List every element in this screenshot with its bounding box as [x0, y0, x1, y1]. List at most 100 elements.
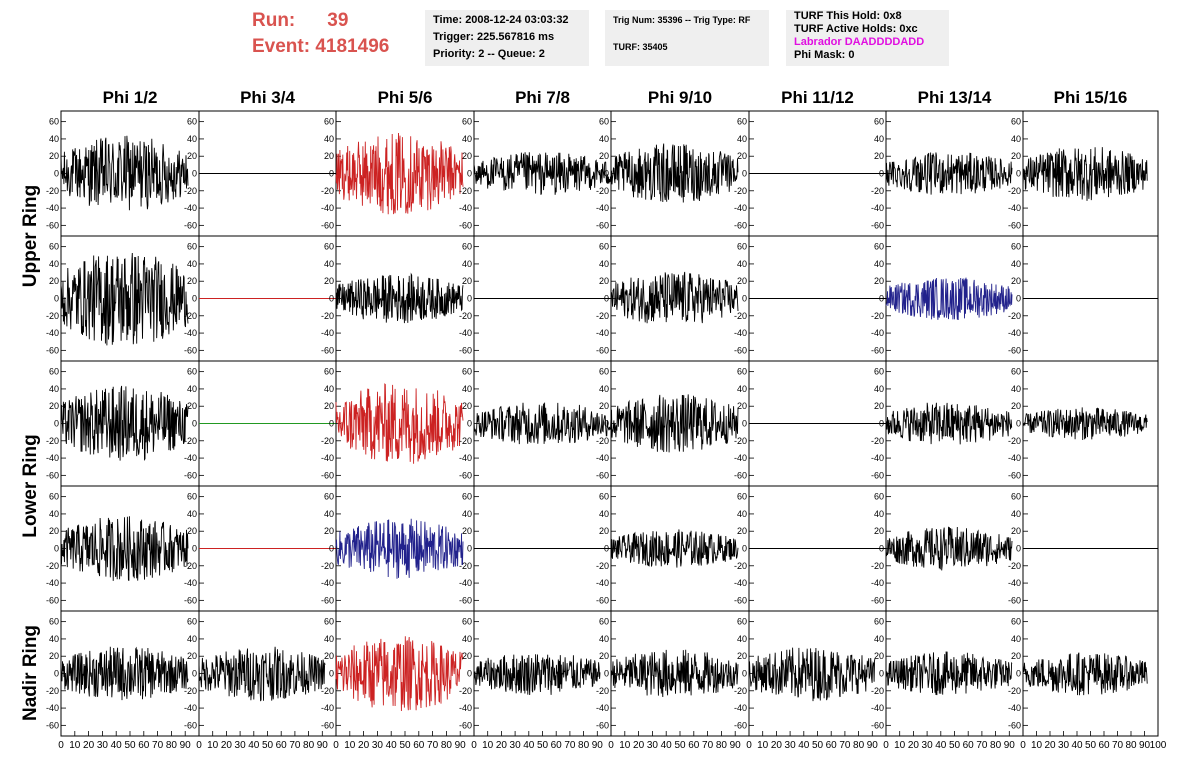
- y-tick-label: -40: [871, 578, 884, 588]
- y-tick-label: -40: [321, 328, 334, 338]
- y-tick-label: -20: [46, 686, 59, 696]
- x-tick-label: 80: [578, 740, 590, 751]
- y-tick-label: -40: [734, 328, 747, 338]
- y-tick-label: 40: [1011, 259, 1021, 269]
- y-tick-label: 20: [49, 151, 59, 161]
- y-tick-label: 60: [49, 617, 59, 627]
- x-tick-label: 70: [702, 740, 714, 751]
- y-tick-label: 0: [467, 294, 472, 304]
- y-tick-label: 20: [874, 151, 884, 161]
- run-value: 39: [327, 10, 349, 31]
- x-tick-label: 90: [867, 740, 879, 751]
- y-tick-label: 20: [324, 651, 334, 661]
- y-tick-label: 20: [1011, 651, 1021, 661]
- y-tick-label: 0: [742, 294, 747, 304]
- x-tick-label: 30: [1058, 740, 1070, 751]
- y-tick-label: 0: [467, 419, 472, 429]
- y-tick-label: 40: [324, 134, 334, 144]
- y-tick-label: -40: [1008, 328, 1021, 338]
- row-label: Nadir Ring: [20, 625, 41, 721]
- run-event-block: Run: 39 Event: 4181496: [252, 8, 389, 60]
- x-tick-label: 40: [935, 740, 947, 751]
- y-tick-label: -40: [1008, 578, 1021, 588]
- y-tick-label: 40: [462, 634, 472, 644]
- x-tick-label: 60: [551, 740, 563, 751]
- y-tick-label: 20: [737, 276, 747, 286]
- y-tick-label: 60: [324, 367, 334, 377]
- y-tick-label: 40: [1011, 634, 1021, 644]
- y-tick-label: -20: [596, 561, 609, 571]
- y-tick-label: -60: [321, 470, 334, 480]
- y-tick-label: 20: [324, 276, 334, 286]
- column-header: Phi 11/12: [781, 88, 854, 107]
- x-tick-label: 70: [1112, 740, 1124, 751]
- y-tick-label: -20: [46, 311, 59, 321]
- y-tick-label: 40: [737, 134, 747, 144]
- trace-line: [1022, 652, 1148, 696]
- y-tick-label: 0: [329, 169, 334, 179]
- y-tick-label: 0: [467, 669, 472, 679]
- y-tick-label: -20: [46, 186, 59, 196]
- y-tick-label: 20: [599, 401, 609, 411]
- y-tick-label: -60: [459, 345, 472, 355]
- y-tick-label: -40: [1008, 203, 1021, 213]
- trace-line: [60, 646, 189, 701]
- y-tick-label: 40: [49, 259, 59, 269]
- y-tick-label: 0: [54, 294, 59, 304]
- y-tick-label: -60: [871, 470, 884, 480]
- y-tick-label: -60: [184, 345, 197, 355]
- trace-line: [335, 132, 464, 215]
- y-tick-label: 0: [192, 419, 197, 429]
- y-tick-label: -20: [46, 561, 59, 571]
- y-tick-label: -60: [871, 345, 884, 355]
- time-text: Time: 2008-12-24 03:03:32: [433, 14, 569, 26]
- y-tick-label: 40: [187, 634, 197, 644]
- trace-line: [60, 516, 189, 581]
- x-tick-label: 40: [248, 740, 260, 751]
- y-tick-label: 40: [187, 384, 197, 394]
- turf-info-box: TURF This Hold: 0x8 TURF Active Holds: 0…: [786, 10, 949, 66]
- y-tick-label: 0: [1016, 419, 1021, 429]
- trace-line: [335, 272, 464, 324]
- y-tick-label: 0: [879, 294, 884, 304]
- y-tick-label: 0: [1016, 294, 1021, 304]
- y-tick-label: 40: [599, 134, 609, 144]
- x-tick-label: 40: [111, 740, 123, 751]
- x-tick-label: 30: [97, 740, 109, 751]
- y-tick-label: -20: [184, 186, 197, 196]
- y-tick-label: 40: [737, 384, 747, 394]
- y-tick-label: -40: [596, 328, 609, 338]
- y-tick-label: 40: [737, 259, 747, 269]
- y-tick-label: 0: [879, 669, 884, 679]
- y-tick-label: 60: [324, 617, 334, 627]
- x-tick-label: 0: [883, 740, 889, 751]
- y-tick-label: 0: [54, 669, 59, 679]
- y-tick-label: 20: [49, 401, 59, 411]
- y-tick-label: -40: [871, 703, 884, 713]
- y-tick-label: -20: [459, 311, 472, 321]
- y-tick-label: -40: [1008, 453, 1021, 463]
- y-tick-label: 60: [49, 367, 59, 377]
- y-tick-label: 40: [187, 259, 197, 269]
- y-tick-label: 20: [324, 401, 334, 411]
- y-tick-label: 60: [599, 367, 609, 377]
- y-tick-label: 40: [49, 384, 59, 394]
- time-info-box: Time: 2008-12-24 03:03:32 Trigger: 225.5…: [425, 10, 589, 66]
- y-tick-label: -20: [184, 311, 197, 321]
- event-label: Event:: [252, 36, 311, 57]
- y-tick-label: -60: [184, 720, 197, 730]
- y-tick-label: -60: [46, 595, 59, 605]
- y-tick-label: 40: [187, 509, 197, 519]
- y-tick-label: -40: [459, 453, 472, 463]
- y-tick-label: -40: [46, 453, 59, 463]
- x-tick-label: 80: [303, 740, 315, 751]
- y-tick-label: -20: [321, 186, 334, 196]
- y-tick-label: 60: [324, 492, 334, 502]
- x-tick-label: 20: [221, 740, 233, 751]
- x-tick-label: 90: [1139, 740, 1151, 751]
- x-tick-label: 50: [674, 740, 686, 751]
- y-tick-label: -20: [184, 686, 197, 696]
- y-tick-label: -60: [734, 595, 747, 605]
- y-tick-label: -40: [596, 578, 609, 588]
